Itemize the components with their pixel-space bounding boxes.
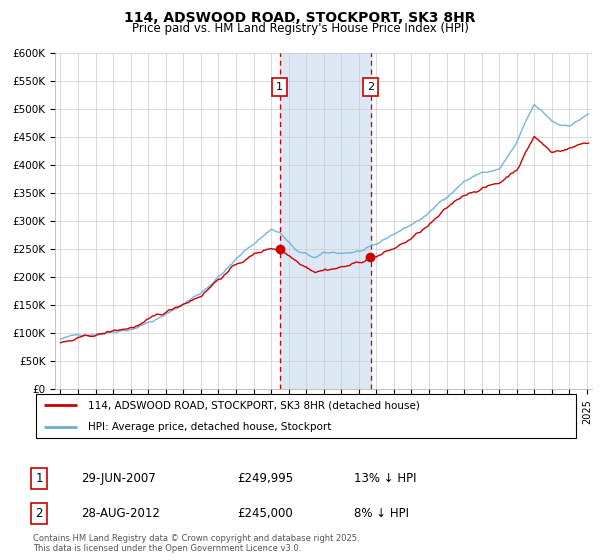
Text: 8% ↓ HPI: 8% ↓ HPI [354, 507, 409, 520]
Text: £249,995: £249,995 [237, 472, 293, 486]
Text: 2: 2 [367, 82, 374, 92]
Text: 114, ADSWOOD ROAD, STOCKPORT, SK3 8HR (detached house): 114, ADSWOOD ROAD, STOCKPORT, SK3 8HR (d… [88, 400, 419, 410]
Text: 114, ADSWOOD ROAD, STOCKPORT, SK3 8HR: 114, ADSWOOD ROAD, STOCKPORT, SK3 8HR [124, 11, 476, 25]
Text: Contains HM Land Registry data © Crown copyright and database right 2025.
This d: Contains HM Land Registry data © Crown c… [33, 534, 359, 553]
Text: 2: 2 [35, 507, 43, 520]
FancyBboxPatch shape [36, 394, 577, 438]
Text: 1: 1 [35, 472, 43, 486]
Text: Price paid vs. HM Land Registry's House Price Index (HPI): Price paid vs. HM Land Registry's House … [131, 22, 469, 35]
Bar [280, 53, 371, 389]
Text: 28-AUG-2012: 28-AUG-2012 [81, 507, 160, 520]
Text: 29-JUN-2007: 29-JUN-2007 [81, 472, 156, 486]
Text: £245,000: £245,000 [237, 507, 293, 520]
Text: HPI: Average price, detached house, Stockport: HPI: Average price, detached house, Stoc… [88, 422, 331, 432]
Text: 1: 1 [277, 82, 283, 92]
Text: 13% ↓ HPI: 13% ↓ HPI [354, 472, 416, 486]
